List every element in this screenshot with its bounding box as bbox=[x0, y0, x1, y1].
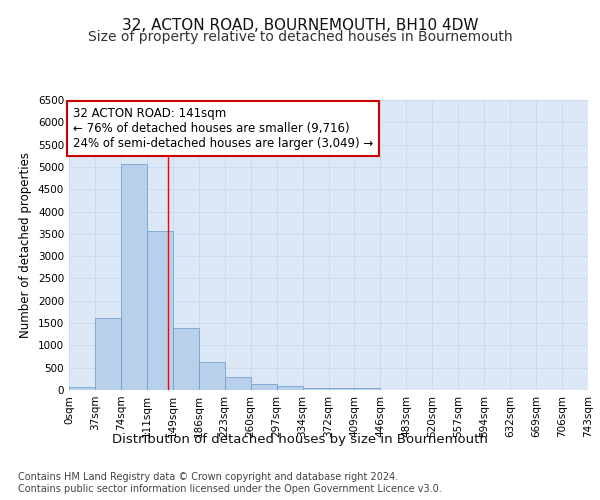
Text: Contains HM Land Registry data © Crown copyright and database right 2024.: Contains HM Land Registry data © Crown c… bbox=[18, 472, 398, 482]
Bar bbox=[225, 376, 251, 390]
Bar bbox=[173, 328, 199, 390]
Bar bbox=[277, 386, 302, 390]
Text: Distribution of detached houses by size in Bournemouth: Distribution of detached houses by size … bbox=[112, 432, 488, 446]
Bar bbox=[69, 386, 95, 390]
Bar bbox=[147, 230, 173, 390]
Bar bbox=[121, 164, 147, 390]
Bar bbox=[251, 384, 277, 390]
Text: 32, ACTON ROAD, BOURNEMOUTH, BH10 4DW: 32, ACTON ROAD, BOURNEMOUTH, BH10 4DW bbox=[122, 18, 478, 32]
Bar bbox=[302, 388, 329, 390]
Text: 32 ACTON ROAD: 141sqm
← 76% of detached houses are smaller (9,716)
24% of semi-d: 32 ACTON ROAD: 141sqm ← 76% of detached … bbox=[73, 106, 373, 150]
Bar bbox=[355, 388, 380, 390]
Bar bbox=[329, 388, 355, 390]
Bar bbox=[199, 362, 224, 390]
Bar bbox=[95, 318, 121, 390]
Text: Contains public sector information licensed under the Open Government Licence v3: Contains public sector information licen… bbox=[18, 484, 442, 494]
Text: Size of property relative to detached houses in Bournemouth: Size of property relative to detached ho… bbox=[88, 30, 512, 44]
Y-axis label: Number of detached properties: Number of detached properties bbox=[19, 152, 32, 338]
